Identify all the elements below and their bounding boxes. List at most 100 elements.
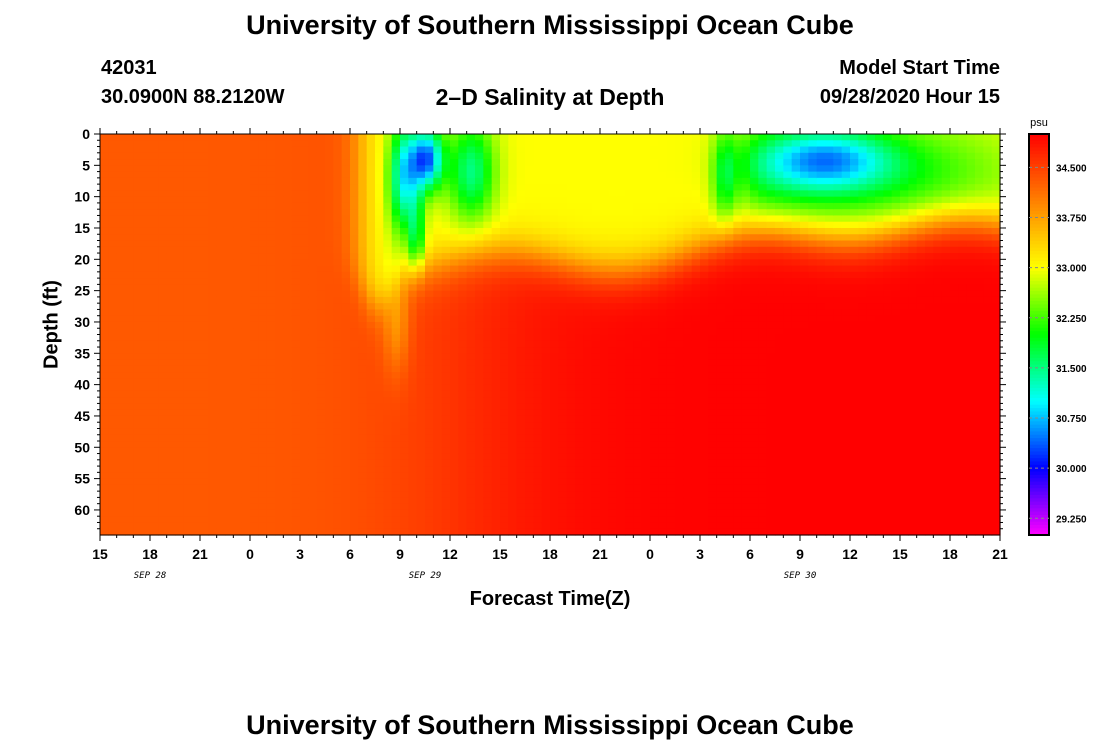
heatmap-cell	[358, 159, 368, 166]
heatmap-cell	[291, 334, 301, 342]
heatmap-cell	[233, 246, 243, 254]
heatmap-cell	[600, 140, 609, 148]
heatmap-cell	[158, 340, 168, 348]
heatmap-cell	[633, 353, 643, 361]
heatmap-cell	[300, 271, 309, 279]
heatmap-cell	[175, 171, 184, 179]
heatmap-cell	[566, 265, 576, 273]
heatmap-cell	[616, 328, 626, 336]
heatmap-cell	[425, 271, 434, 279]
heatmap-cell	[591, 397, 601, 405]
heatmap-cell	[266, 497, 276, 505]
heatmap-cell	[150, 165, 159, 173]
heatmap-cell	[108, 303, 118, 311]
heatmap-cell	[483, 459, 493, 467]
heatmap-cell	[283, 290, 293, 298]
heatmap-cell	[700, 516, 709, 524]
heatmap-cell	[141, 528, 151, 536]
heatmap-cell	[508, 484, 518, 492]
heatmap-cell	[350, 240, 359, 248]
heatmap-cell	[691, 159, 701, 166]
heatmap-cell	[358, 365, 368, 373]
heatmap-cell	[675, 422, 684, 430]
heatmap-cell	[566, 190, 576, 198]
heatmap-cell	[400, 472, 409, 480]
heatmap-cell	[141, 321, 151, 329]
model-start-value: 09/28/2020 Hour 15	[819, 86, 1000, 108]
heatmap-cell	[350, 309, 359, 317]
heatmap-cell	[650, 190, 659, 198]
heatmap-cell	[108, 321, 118, 329]
heatmap-cell	[650, 184, 659, 191]
heatmap-cell	[358, 403, 368, 411]
heatmap-cell	[258, 484, 268, 492]
heatmap-cell	[608, 422, 618, 430]
heatmap-cell	[141, 334, 151, 342]
heatmap-cell	[716, 497, 726, 505]
heatmap-cell	[425, 253, 434, 260]
heatmap-cell	[650, 265, 659, 273]
heatmap-cell	[191, 365, 201, 373]
heatmap-cell	[233, 372, 243, 379]
heatmap-cell	[141, 134, 151, 141]
heatmap-cell	[650, 516, 659, 524]
heatmap-cell	[433, 415, 443, 423]
heatmap-cell	[416, 209, 426, 217]
heatmap-cell	[291, 278, 301, 285]
heatmap-cell	[725, 478, 734, 486]
heatmap-cell	[250, 347, 259, 354]
heatmap-cell	[508, 478, 518, 486]
heatmap-cell	[541, 152, 551, 160]
heatmap-cell	[258, 422, 268, 430]
heatmap-cell	[150, 466, 159, 473]
heatmap-cell	[708, 472, 718, 480]
heatmap-cell	[341, 334, 351, 342]
heatmap-cell	[600, 296, 609, 304]
heatmap-cell	[208, 466, 218, 473]
heatmap-cell	[175, 215, 184, 223]
heatmap-cell	[658, 409, 668, 417]
heatmap-cell	[400, 184, 409, 191]
heatmap-cell	[725, 290, 734, 298]
heatmap-cell	[408, 234, 418, 242]
heatmap-cell	[641, 240, 651, 248]
heatmap-cell	[450, 296, 459, 304]
heatmap-cell	[600, 227, 609, 235]
heatmap-cell	[616, 184, 626, 191]
heatmap-cell	[375, 184, 384, 191]
heatmap-cell	[666, 246, 676, 254]
heatmap-cell	[150, 328, 159, 336]
heatmap-cell	[608, 359, 618, 367]
heatmap-cell	[358, 152, 368, 160]
heatmap-cell	[400, 509, 409, 517]
heatmap-cell	[716, 516, 726, 524]
heatmap-cell	[591, 466, 601, 473]
heatmap-cell	[125, 340, 134, 348]
heatmap-cell	[566, 409, 576, 417]
heatmap-cell	[225, 447, 234, 455]
heatmap-cell	[516, 253, 526, 260]
heatmap-cell	[700, 434, 709, 442]
heatmap-cell	[616, 171, 626, 179]
heatmap-cell	[508, 472, 518, 480]
heatmap-cell	[700, 265, 709, 273]
heatmap-cell	[675, 384, 684, 392]
heatmap-cell	[316, 372, 326, 379]
heatmap-cell	[125, 528, 134, 536]
heatmap-cell	[133, 453, 143, 461]
heatmap-cell	[233, 284, 243, 292]
heatmap-cell	[375, 340, 384, 348]
heatmap-cell	[308, 321, 318, 329]
heatmap-cell	[108, 215, 118, 223]
heatmap-cell	[116, 246, 126, 254]
heatmap-cell	[616, 384, 626, 392]
heatmap-cell	[600, 516, 609, 524]
heatmap-cell	[716, 265, 726, 273]
heatmap-cell	[208, 165, 218, 173]
heatmap-cell	[691, 184, 701, 191]
heatmap-cell	[158, 516, 168, 524]
heatmap-cell	[591, 240, 601, 248]
heatmap-cell	[708, 415, 718, 423]
heatmap-cell	[333, 290, 343, 298]
heatmap-cell	[200, 390, 209, 398]
